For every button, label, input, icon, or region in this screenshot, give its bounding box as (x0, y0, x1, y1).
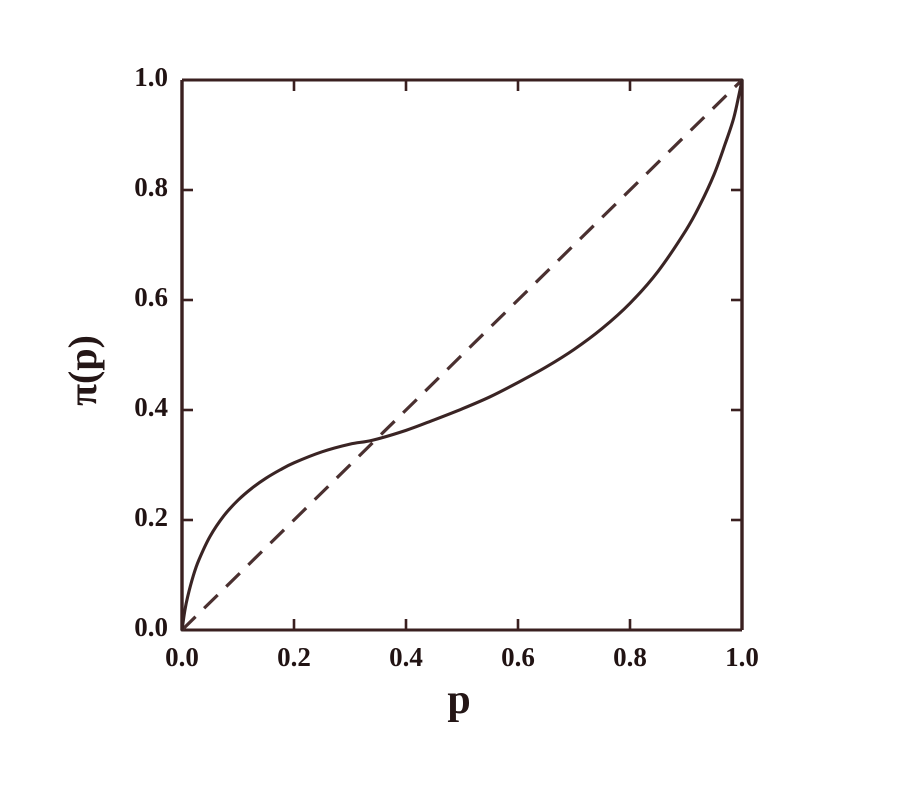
x-tick-label: 1.0 (725, 642, 759, 672)
x-tick-label: 0.0 (165, 642, 199, 672)
y-tick-label: 0.4 (134, 392, 168, 422)
x-axis-label-text: p (447, 677, 471, 723)
x-axis-label: p (0, 676, 924, 724)
y-tick-label: 0.8 (134, 172, 168, 202)
weighting-function-curve (180, 78, 744, 632)
identity-diagonal-line (180, 78, 744, 632)
x-tick-label: 0.2 (277, 642, 311, 672)
y-tick-label: 0.2 (134, 502, 168, 532)
x-tick-label: 0.6 (501, 642, 535, 672)
x-tick-label: 0.4 (389, 642, 423, 672)
y-tick-label: 0.6 (134, 282, 168, 312)
axis-frame (180, 78, 744, 632)
y-tick-label: 1.0 (134, 62, 168, 92)
x-tick-label: 0.8 (613, 642, 647, 672)
tick-marks (180, 78, 744, 632)
y-tick-label: 0.0 (134, 612, 168, 642)
